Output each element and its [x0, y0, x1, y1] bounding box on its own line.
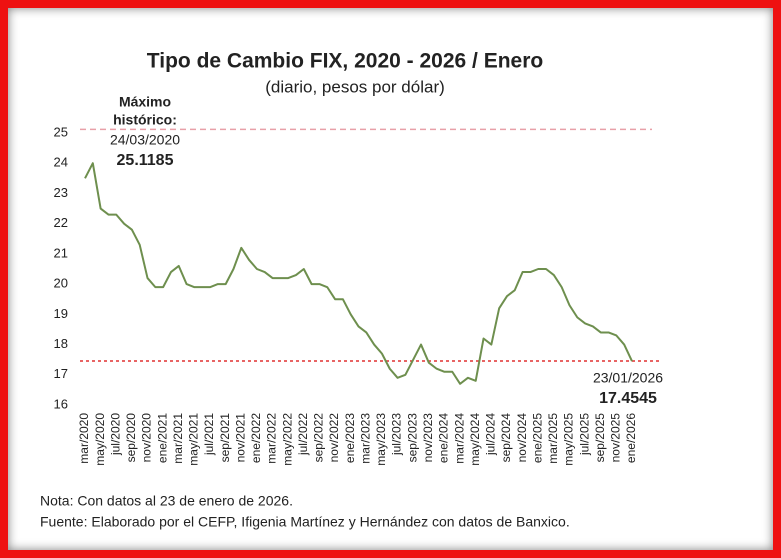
x-tick-label: may/2022: [280, 413, 294, 466]
x-tick-label: ene/2022: [249, 413, 263, 463]
x-tick-label: mar/2025: [546, 413, 560, 464]
x-tick-label: sep/2020: [124, 413, 138, 463]
y-tick-label: 22: [54, 215, 68, 230]
annotation-value: 25.1185: [117, 152, 174, 169]
annotation-label: Máximo: [119, 94, 171, 110]
x-tick-label: ene/2025: [530, 413, 544, 463]
annotation-label: histórico:: [113, 112, 177, 128]
x-tick-label: may/2024: [468, 413, 482, 466]
x-tick-label: jul/2022: [296, 413, 310, 456]
y-tick-label: 17: [54, 366, 68, 381]
x-tick-label: ene/2026: [624, 413, 638, 463]
annotation-value: 17.4545: [599, 390, 657, 407]
y-tick-label: 19: [54, 306, 68, 321]
source: Fuente: Elaborado por el CEFP, Ifigenia …: [40, 514, 570, 530]
y-tick-label: 24: [54, 155, 68, 170]
x-tick-label: ene/2021: [155, 413, 169, 463]
data-line: [84, 162, 633, 385]
x-tick-label: mar/2021: [171, 413, 185, 464]
x-tick-label: mar/2022: [265, 413, 279, 464]
x-tick-label: may/2021: [187, 413, 201, 466]
x-tick-label: nov/2025: [609, 413, 623, 463]
x-tick-label: sep/2021: [218, 413, 232, 463]
x-tick-label: nov/2021: [233, 413, 247, 463]
x-tick-label: ene/2024: [437, 413, 451, 463]
x-tick-label: ene/2023: [343, 413, 357, 463]
y-tick-label: 20: [54, 276, 68, 291]
y-tick-label: 25: [54, 124, 68, 139]
note: Nota: Con datos al 23 de enero de 2026.: [40, 493, 293, 509]
x-tick-label: jul/2020: [108, 413, 122, 456]
chart-title: Tipo de Cambio FIX, 2020 - 2026 / Enero: [147, 50, 543, 73]
x-tick-label: jul/2025: [577, 413, 591, 456]
y-tick-label: 23: [54, 185, 68, 200]
x-tick-label: jul/2024: [484, 413, 498, 456]
x-tick-label: nov/2022: [327, 413, 341, 463]
x-tick-label: mar/2024: [452, 413, 466, 464]
x-tick-label: may/2025: [562, 413, 576, 466]
x-tick-label: sep/2025: [593, 413, 607, 463]
x-tick-label: may/2020: [93, 413, 107, 466]
y-tick-label: 21: [54, 245, 68, 260]
y-tick-label: 16: [54, 396, 68, 411]
x-tick-label: nov/2020: [140, 413, 154, 463]
chart-subtitle: (diario, pesos por dólar): [265, 77, 445, 96]
y-tick-label: 18: [54, 336, 68, 351]
x-tick-label: mar/2023: [358, 413, 372, 464]
x-tick-label: sep/2023: [405, 413, 419, 463]
x-tick-label: may/2023: [374, 413, 388, 466]
x-tick-label: mar/2020: [77, 413, 91, 464]
x-tick-label: nov/2024: [515, 413, 529, 463]
annotation-date: 24/03/2020: [110, 132, 180, 148]
annotation-date: 23/01/2026: [593, 370, 663, 386]
x-tick-label: sep/2024: [499, 413, 513, 463]
x-tick-label: sep/2022: [312, 413, 326, 463]
x-tick-label: jul/2023: [390, 413, 404, 456]
x-tick-label: nov/2023: [421, 413, 435, 463]
x-tick-label: jul/2021: [202, 413, 216, 456]
